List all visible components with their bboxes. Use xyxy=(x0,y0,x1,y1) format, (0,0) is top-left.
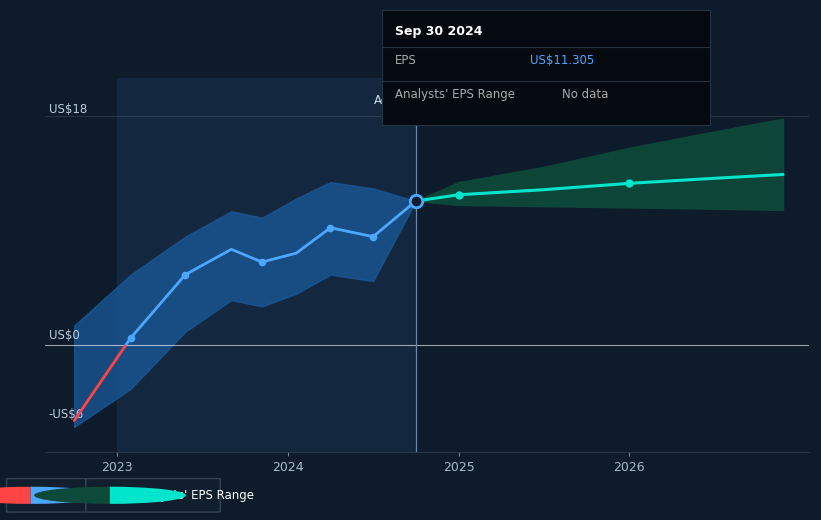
Wedge shape xyxy=(34,487,110,504)
Text: Actual: Actual xyxy=(374,94,410,107)
Text: Sep 30 2024: Sep 30 2024 xyxy=(395,25,483,38)
Text: EPS: EPS xyxy=(395,54,416,67)
FancyBboxPatch shape xyxy=(85,478,220,512)
Text: US$18: US$18 xyxy=(48,103,87,116)
Text: US$0: US$0 xyxy=(48,329,80,342)
Text: -US$6: -US$6 xyxy=(48,408,84,421)
Text: Analysts' EPS Range: Analysts' EPS Range xyxy=(395,88,515,101)
Text: No data: No data xyxy=(562,88,608,101)
Wedge shape xyxy=(0,487,30,504)
Text: Analysts' EPS Range: Analysts' EPS Range xyxy=(134,489,254,502)
Wedge shape xyxy=(110,487,186,504)
Bar xyxy=(117,78,415,452)
Text: Analysts Forecasts: Analysts Forecasts xyxy=(424,94,534,107)
Text: EPS: EPS xyxy=(55,489,76,502)
Wedge shape xyxy=(30,487,107,504)
FancyBboxPatch shape xyxy=(7,478,85,512)
Text: US$11.305: US$11.305 xyxy=(530,54,594,67)
